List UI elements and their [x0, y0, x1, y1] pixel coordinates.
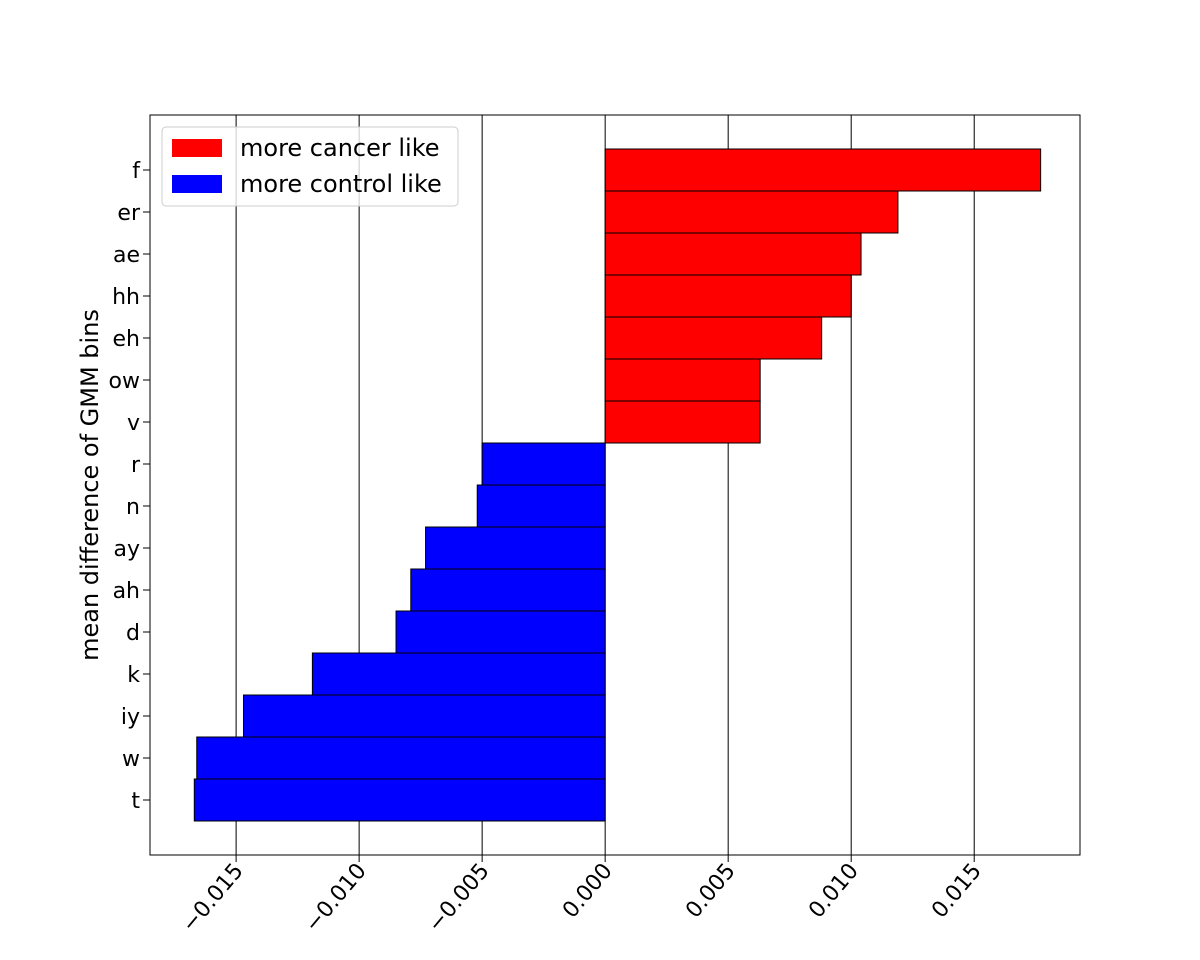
bars: [193, 148, 1042, 822]
y-tick-label: ow: [109, 369, 140, 394]
x-tick-label: 0.000: [558, 859, 618, 923]
y-tick-label: k: [127, 663, 140, 688]
bar-w: [196, 736, 606, 780]
bar-f: [604, 148, 1042, 192]
y-tick-label: ae: [113, 243, 140, 268]
x-tick-label: −0.005: [423, 859, 494, 937]
bar-n: [476, 484, 606, 528]
bar-k: [311, 652, 606, 696]
y-tick-label: eh: [113, 327, 140, 352]
y-axis-label: mean difference of GMM bins: [76, 309, 104, 661]
y-tick-label: t: [131, 789, 140, 814]
y-tick-label: d: [126, 621, 140, 646]
x-tick-label: 0.005: [681, 859, 741, 923]
y-tick-label: r: [131, 453, 141, 478]
bar-r: [481, 442, 606, 486]
x-tick-label: −0.015: [177, 859, 248, 937]
bar-ay: [425, 526, 606, 570]
y-tick-label: n: [126, 495, 140, 520]
y-tick-label: iy: [121, 705, 140, 730]
y-tick-label: ay: [113, 537, 140, 562]
bar-iy: [242, 694, 606, 738]
bar-t: [193, 778, 606, 822]
y-tick-label: hh: [112, 285, 140, 310]
bar-v: [604, 400, 761, 444]
x-tick-label: −0.010: [300, 859, 371, 937]
y-tick-label: v: [127, 411, 140, 436]
y-tick-label: w: [122, 747, 140, 772]
bar-d: [395, 610, 606, 654]
plot-frame: [149, 114, 1081, 856]
legend: more cancer like more control like: [161, 126, 459, 207]
y-tick-label: er: [117, 201, 141, 226]
x-axis: −0.015 −0.010 −0.005 0.000 0.005 0.010 0.015: [177, 855, 987, 937]
bar-ae: [604, 232, 862, 276]
legend-swatch-cancer: [172, 139, 222, 157]
x-tick-label: 0.010: [804, 859, 864, 923]
y-axis: f er ae hh eh ow vrn ay ah dk iy wt: [109, 159, 150, 814]
bar-ow: [604, 358, 761, 402]
legend-label-cancer: more cancer like: [240, 134, 440, 162]
legend-label-control: more control like: [240, 170, 442, 198]
legend-box: [161, 126, 459, 207]
x-tick-label: 0.015: [927, 859, 987, 923]
legend-swatch-control: [172, 175, 222, 193]
bar-hh: [604, 274, 852, 318]
bar-er: [604, 190, 899, 234]
y-tick-label: ah: [113, 579, 140, 604]
bar-ah: [410, 568, 606, 612]
bar-eh: [604, 316, 823, 360]
y-tick-label: f: [132, 159, 141, 184]
